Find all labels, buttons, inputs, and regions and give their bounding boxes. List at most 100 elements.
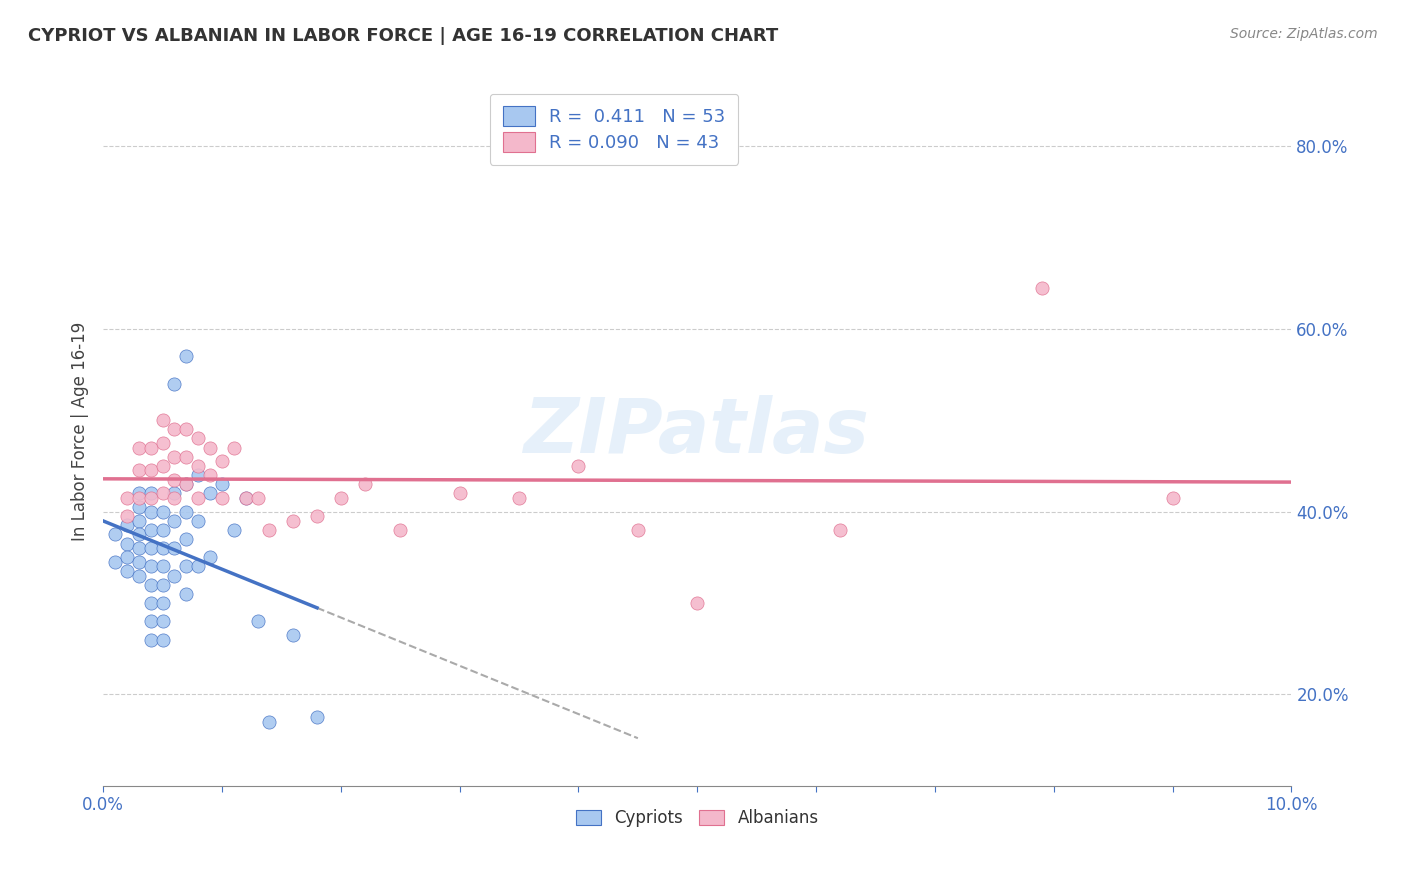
Point [567, 458, 589, 473]
Point [235, 491, 257, 505]
Point [235, 491, 257, 505]
Point [176, 505, 198, 519]
Point [187, 514, 209, 528]
Point [176, 422, 198, 436]
Point [128, 527, 150, 541]
Point [152, 632, 174, 647]
Point [176, 477, 198, 491]
Point [508, 491, 530, 505]
Point [449, 486, 471, 500]
Point [187, 432, 209, 446]
Point [163, 541, 186, 556]
Point [1161, 491, 1184, 505]
Point [152, 596, 174, 610]
Point [152, 436, 174, 450]
Point [176, 477, 198, 491]
Point [163, 486, 186, 500]
Point [139, 578, 162, 592]
Legend: Cypriots, Albanians: Cypriots, Albanians [569, 803, 825, 834]
Point [128, 541, 150, 556]
Point [389, 523, 412, 537]
Point [115, 491, 138, 505]
Point [128, 491, 150, 505]
Point [152, 505, 174, 519]
Point [187, 458, 209, 473]
Point [128, 568, 150, 582]
Point [128, 514, 150, 528]
Point [139, 632, 162, 647]
Point [152, 559, 174, 574]
Point [246, 491, 269, 505]
Point [163, 568, 186, 582]
Point [283, 514, 305, 528]
Point [115, 564, 138, 578]
Point [305, 710, 328, 724]
Point [139, 491, 162, 505]
Text: ZIPatlas: ZIPatlas [524, 394, 870, 468]
Point [187, 468, 209, 483]
Point [176, 559, 198, 574]
Point [152, 523, 174, 537]
Point [115, 536, 138, 550]
Point [152, 413, 174, 427]
Point [176, 349, 198, 363]
Point [139, 614, 162, 628]
Point [627, 523, 650, 537]
Point [686, 596, 709, 610]
Point [259, 523, 281, 537]
Point [163, 514, 186, 528]
Point [198, 468, 221, 483]
Point [211, 477, 233, 491]
Y-axis label: In Labor Force | Age 16-19: In Labor Force | Age 16-19 [72, 322, 89, 541]
Point [152, 486, 174, 500]
Point [163, 376, 186, 391]
Point [259, 714, 281, 729]
Point [163, 422, 186, 436]
Point [128, 463, 150, 477]
Point [128, 555, 150, 569]
Point [115, 550, 138, 565]
Point [198, 486, 221, 500]
Point [246, 614, 269, 628]
Point [139, 523, 162, 537]
Point [211, 491, 233, 505]
Point [176, 532, 198, 546]
Point [139, 441, 162, 455]
Point [152, 541, 174, 556]
Point [329, 491, 352, 505]
Point [139, 541, 162, 556]
Point [139, 596, 162, 610]
Point [176, 450, 198, 464]
Text: Source: ZipAtlas.com: Source: ZipAtlas.com [1230, 27, 1378, 41]
Point [152, 578, 174, 592]
Point [139, 463, 162, 477]
Point [353, 477, 375, 491]
Point [1031, 280, 1053, 294]
Point [187, 559, 209, 574]
Point [104, 555, 127, 569]
Point [115, 518, 138, 533]
Text: CYPRIOT VS ALBANIAN IN LABOR FORCE | AGE 16-19 CORRELATION CHART: CYPRIOT VS ALBANIAN IN LABOR FORCE | AGE… [28, 27, 779, 45]
Point [163, 450, 186, 464]
Point [139, 486, 162, 500]
Point [176, 587, 198, 601]
Point [115, 509, 138, 524]
Point [128, 486, 150, 500]
Point [152, 614, 174, 628]
Point [198, 550, 221, 565]
Point [283, 628, 305, 642]
Point [128, 441, 150, 455]
Point [128, 500, 150, 514]
Point [305, 509, 328, 524]
Point [198, 441, 221, 455]
Point [187, 491, 209, 505]
Point [139, 559, 162, 574]
Point [222, 523, 245, 537]
Point [152, 458, 174, 473]
Point [163, 491, 186, 505]
Point [163, 473, 186, 487]
Point [222, 441, 245, 455]
Point [139, 505, 162, 519]
Point [104, 527, 127, 541]
Point [211, 454, 233, 468]
